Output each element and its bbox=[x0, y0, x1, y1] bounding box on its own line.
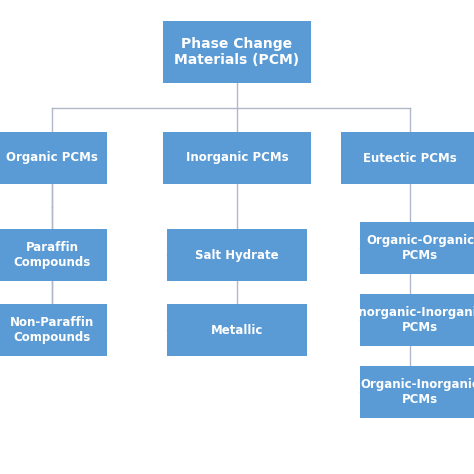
FancyBboxPatch shape bbox=[360, 294, 474, 346]
Text: Paraffin
Compounds: Paraffin Compounds bbox=[13, 241, 91, 269]
Text: Inorganic-Inorganic
PCMs: Inorganic-Inorganic PCMs bbox=[355, 306, 474, 334]
FancyBboxPatch shape bbox=[0, 304, 107, 356]
Text: Inorganic PCMs: Inorganic PCMs bbox=[186, 152, 288, 164]
Text: Organic PCMs: Organic PCMs bbox=[6, 152, 98, 164]
FancyBboxPatch shape bbox=[360, 366, 474, 418]
Text: Salt Hydrate: Salt Hydrate bbox=[195, 248, 279, 262]
FancyBboxPatch shape bbox=[0, 229, 107, 281]
Text: Metallic: Metallic bbox=[211, 323, 263, 337]
FancyBboxPatch shape bbox=[167, 229, 307, 281]
FancyBboxPatch shape bbox=[0, 132, 107, 184]
Text: Organic-Organic
PCMs: Organic-Organic PCMs bbox=[366, 234, 474, 262]
FancyBboxPatch shape bbox=[163, 21, 311, 83]
FancyBboxPatch shape bbox=[360, 222, 474, 274]
Text: Non-Paraffin
Compounds: Non-Paraffin Compounds bbox=[10, 316, 94, 344]
FancyBboxPatch shape bbox=[163, 132, 311, 184]
Text: Organic-Inorganic
PCMs: Organic-Inorganic PCMs bbox=[361, 378, 474, 406]
FancyBboxPatch shape bbox=[341, 132, 474, 184]
Text: Phase Change
Materials (PCM): Phase Change Materials (PCM) bbox=[174, 37, 300, 67]
FancyBboxPatch shape bbox=[167, 304, 307, 356]
Text: Eutectic PCMs: Eutectic PCMs bbox=[363, 152, 457, 164]
